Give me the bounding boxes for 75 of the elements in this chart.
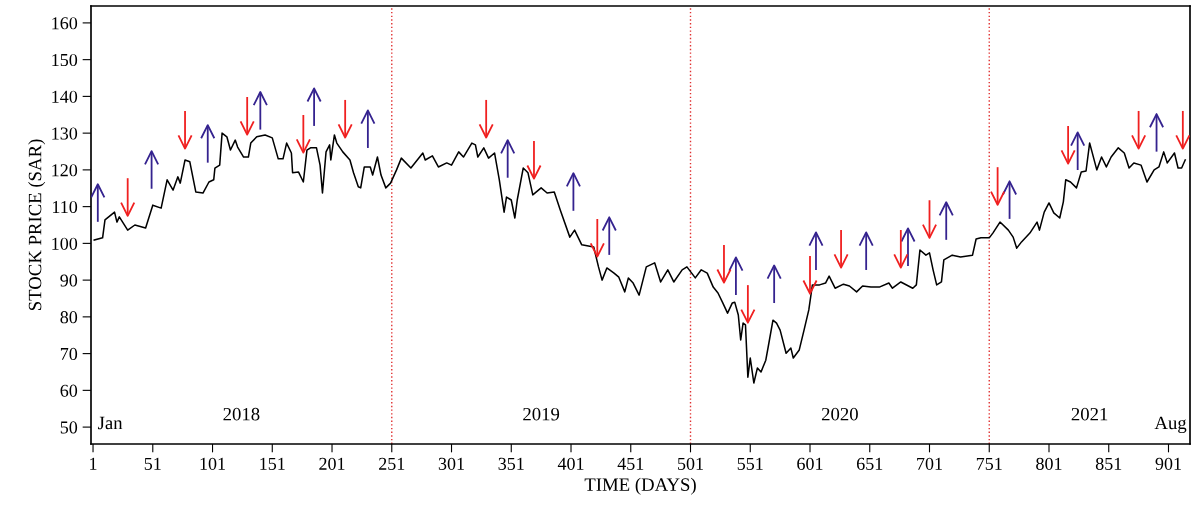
point xyxy=(728,256,744,272)
point xyxy=(526,164,542,180)
point xyxy=(306,87,322,103)
annotation: 2020 xyxy=(821,407,858,421)
x-tick-label: 101 xyxy=(200,457,225,470)
x-tick-label: 51 xyxy=(144,457,161,470)
y-tick-label: 160 xyxy=(52,17,78,30)
point xyxy=(200,124,216,140)
annotation: Aug xyxy=(1154,416,1187,434)
x-tick-label: 701 xyxy=(917,457,942,470)
point xyxy=(478,123,494,139)
y-tick-label: 130 xyxy=(52,127,78,140)
point xyxy=(922,223,937,239)
point xyxy=(716,268,732,284)
point xyxy=(120,201,136,217)
x-tick-label: 601 xyxy=(797,457,823,470)
point xyxy=(144,150,160,166)
y-tick-label: 80 xyxy=(60,311,78,324)
annotation: 2018 xyxy=(223,407,260,421)
point xyxy=(177,134,193,150)
y-tick-label: 90 xyxy=(60,274,78,287)
x-tick-label: 1 xyxy=(90,457,97,470)
y-tick-label: 140 xyxy=(52,90,78,103)
annotation: 2019 xyxy=(523,407,560,421)
point xyxy=(990,190,1006,206)
x-tick-label: 751 xyxy=(976,457,1002,470)
y-tick-label: 150 xyxy=(52,53,78,67)
x-axis-title: TIME (DAYS) xyxy=(584,477,696,495)
point xyxy=(802,279,818,295)
point xyxy=(938,201,954,217)
point xyxy=(500,139,516,155)
y-tick-label: 110 xyxy=(52,200,78,214)
point xyxy=(900,227,916,243)
x-tick-label: 801 xyxy=(1036,457,1062,470)
point xyxy=(893,253,909,269)
point xyxy=(1060,149,1076,165)
x-tick-label: 851 xyxy=(1095,457,1122,470)
point xyxy=(252,91,268,107)
x-tick-label: 551 xyxy=(737,457,763,470)
x-tick-label: 251 xyxy=(379,457,405,470)
point xyxy=(601,216,617,232)
point xyxy=(295,138,311,154)
y-tick-label: 60 xyxy=(60,384,78,397)
annotation: Jan xyxy=(97,416,123,430)
x-tick-label: 351 xyxy=(498,457,524,470)
x-tick-label: 901 xyxy=(1155,457,1181,470)
point xyxy=(1070,131,1086,147)
point xyxy=(1131,134,1147,150)
x-tick-label: 451 xyxy=(617,457,644,470)
point xyxy=(589,242,605,258)
point xyxy=(239,120,255,136)
point xyxy=(565,172,581,188)
y-axis-title: STOCK PRICE (SAR) xyxy=(28,139,46,311)
x-tick-label: 501 xyxy=(678,457,703,470)
x-tick-label: 651 xyxy=(856,457,883,470)
y-tick-label: 100 xyxy=(52,237,78,250)
annotation: 2021 xyxy=(1071,407,1108,421)
point xyxy=(1149,113,1165,129)
x-tick-label: 151 xyxy=(260,457,285,470)
x-tick-label: 401 xyxy=(557,457,584,470)
y-tick-label: 70 xyxy=(60,347,78,361)
point xyxy=(1002,180,1018,196)
point xyxy=(833,253,849,269)
y-tick-label: 120 xyxy=(52,164,78,177)
point xyxy=(740,308,756,324)
point xyxy=(91,183,106,199)
point xyxy=(1175,134,1190,150)
point xyxy=(808,231,824,247)
point xyxy=(360,109,376,125)
point xyxy=(766,264,782,280)
point xyxy=(858,231,874,247)
x-tick-label: 201 xyxy=(319,457,345,470)
point xyxy=(337,123,353,139)
x-tick-label: 301 xyxy=(438,457,464,470)
y-tick-label: 50 xyxy=(60,421,78,434)
